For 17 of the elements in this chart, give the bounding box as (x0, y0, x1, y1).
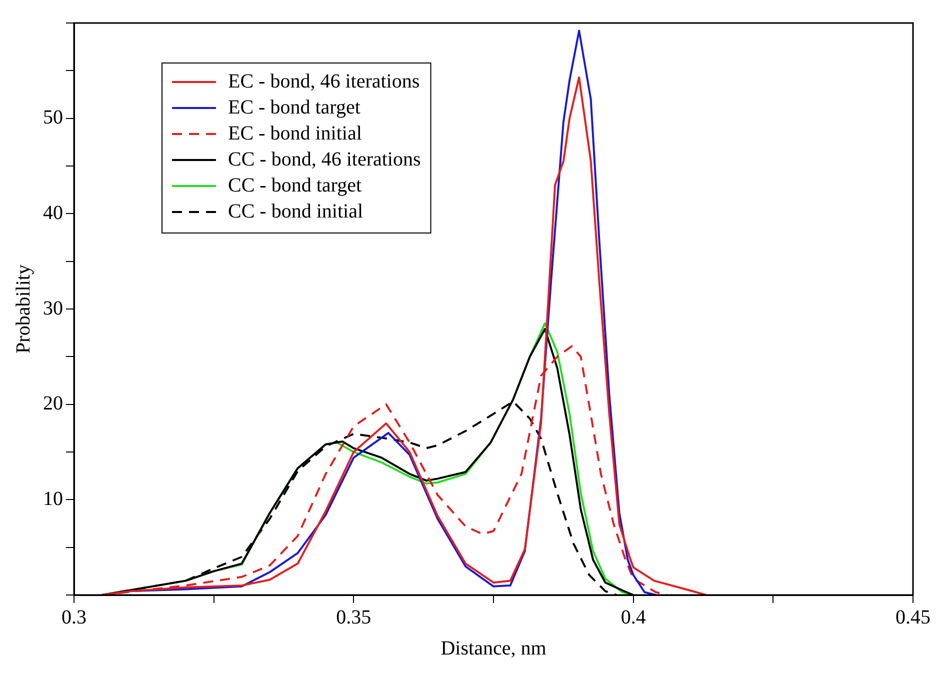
y-axis-title: Probability (12, 264, 34, 354)
y-tick-label: 50 (43, 106, 63, 129)
legend-label: EC - bond initial (228, 122, 362, 144)
x-tick-label: 0.3 (62, 606, 86, 628)
legend-label: EC - bond target (228, 96, 361, 118)
x-tick-label: 0.4 (620, 606, 646, 628)
y-tick-label: 10 (43, 488, 63, 510)
legend-label: CC - bond, 46 iterations (228, 148, 421, 170)
x-tick-label: 0.35 (336, 606, 372, 628)
legend-label: EC - bond, 46 iterations (228, 70, 420, 92)
legend-label: CC - bond target (228, 174, 362, 196)
x-axis-title: Distance, nm (440, 637, 547, 660)
legend-label: CC - bond initial (228, 200, 364, 222)
y-tick-label: 30 (43, 297, 63, 320)
y-tick-label: 20 (43, 392, 63, 415)
x-tick-label: 0.45 (896, 606, 930, 628)
y-tick-label: 40 (43, 202, 63, 224)
